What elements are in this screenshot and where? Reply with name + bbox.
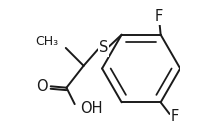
Text: F: F bbox=[155, 9, 163, 24]
Text: F: F bbox=[171, 109, 179, 124]
Text: O: O bbox=[36, 79, 47, 95]
Text: CH₃: CH₃ bbox=[35, 35, 58, 48]
Text: S: S bbox=[99, 40, 108, 55]
Text: OH: OH bbox=[80, 101, 103, 116]
